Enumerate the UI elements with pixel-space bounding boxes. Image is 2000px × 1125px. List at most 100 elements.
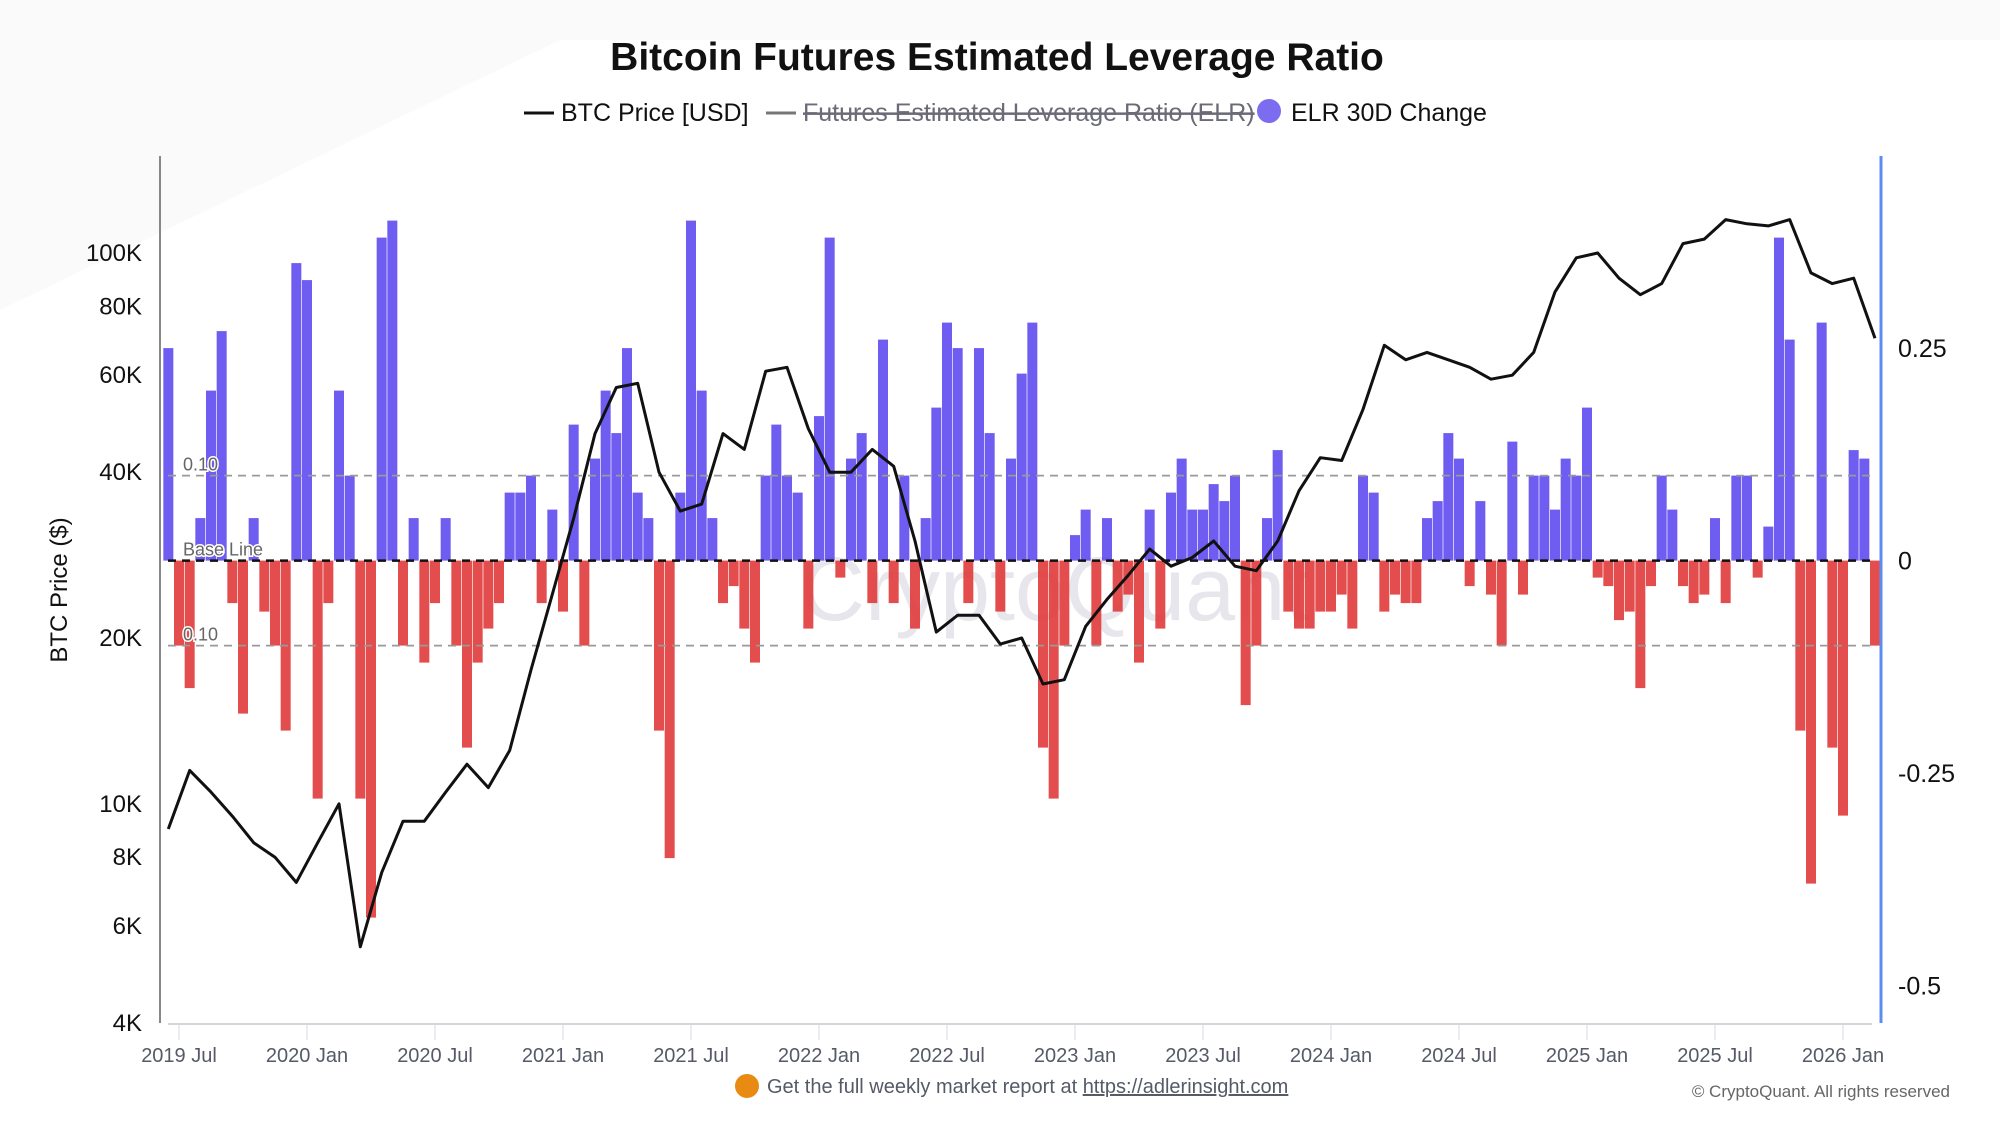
x-axis-ticks: 2019 Jul 2020 Jan 2020 Jul 2021 Jan 2021 Jul…	[141, 1025, 1884, 1067]
elr-change-bar	[1443, 433, 1454, 561]
elr-change-bar	[1048, 560, 1059, 799]
elr-change-bar	[366, 560, 376, 918]
elr-change-bar	[1838, 560, 1848, 816]
elr-change-bar	[878, 339, 888, 561]
elr-change-bar	[419, 560, 430, 663]
legend-item-elr-30d-change[interactable]: ELR 30D Change	[1257, 99, 1487, 127]
x-tick-label: 2024 Jan	[1290, 1045, 1372, 1067]
elr-change-bar	[1475, 501, 1486, 561]
elr-change-bar	[1710, 518, 1720, 561]
elr-change-bar	[1379, 560, 1390, 612]
left-tick-label: 4K	[113, 1010, 142, 1037]
elr-change-bar	[227, 560, 238, 604]
elr-change-bar	[1528, 475, 1539, 561]
elr-change-bar	[462, 560, 472, 748]
elr-change-bar	[835, 560, 846, 578]
elr-change-bar	[547, 509, 558, 561]
elr-change-bar	[590, 458, 600, 561]
elr-change-bar	[1102, 518, 1112, 561]
elr-change-bar	[1358, 475, 1368, 561]
elr-change-bar	[1624, 560, 1635, 612]
svg-text:BTC Price [USD]: BTC Price [USD]	[561, 99, 749, 127]
left-tick-label: 80K	[99, 293, 142, 320]
legend-item-elr[interactable]: Futures Estimated Leverage Ratio (ELR)	[766, 99, 1255, 127]
elr-change-bar	[1038, 560, 1048, 748]
chart-title: Bitcoin Futures Estimated Leverage Ratio	[610, 36, 1384, 79]
elr-change-bar	[963, 560, 974, 604]
elr-change-bar	[803, 560, 814, 629]
elr-change-bar	[782, 475, 792, 561]
elr-change-bar	[1507, 441, 1518, 561]
elr-change-bar	[270, 560, 280, 646]
elr-change-bar	[1827, 560, 1838, 748]
report-icon	[735, 1074, 759, 1098]
elr-change-bar	[440, 518, 451, 561]
legend: BTC Price [USD] Futures Estimated Levera…	[524, 99, 1487, 127]
elr-change-bar	[643, 518, 654, 561]
elr-change-bar	[1176, 458, 1187, 561]
elr-change-bar	[568, 424, 579, 561]
elr-change-bar	[1166, 492, 1176, 561]
right-axis-ticks: 0.25 0 -0.25 -0.5	[1898, 335, 1955, 1000]
elr-change-bar	[1240, 560, 1251, 706]
elr-change-bar	[1080, 509, 1091, 561]
elr-change-bar	[1134, 560, 1144, 663]
elr-change-bar	[1091, 560, 1102, 646]
elr-change-bar	[1859, 458, 1870, 561]
legend-dot-icon	[1257, 99, 1281, 123]
elr-change-bar	[1390, 560, 1400, 595]
reference-line-label: 0.10	[183, 455, 218, 475]
elr-change-bar	[536, 560, 547, 604]
elr-change-bar	[899, 475, 910, 561]
elr-change-bar	[920, 518, 931, 561]
elr-change-bar	[1283, 560, 1294, 612]
elr-change-bar	[1432, 501, 1443, 561]
copyright: © CryptoQuant. All rights reserved	[1692, 1082, 1950, 1101]
elr-change-bar	[888, 560, 899, 604]
elr-change-bar	[1678, 560, 1688, 587]
reference-lines: 0.10 Base Line 0.10	[168, 453, 1872, 647]
elr-change-bar	[1315, 560, 1326, 612]
elr-change-bar	[984, 433, 995, 561]
elr-change-bar	[1070, 535, 1080, 561]
elr-change-bar	[558, 560, 568, 612]
elr-change-bar	[1304, 560, 1315, 629]
elr-change-bar	[1016, 373, 1027, 561]
elr-change-bar	[718, 560, 728, 604]
background-shade	[0, 0, 2000, 310]
elr-change-bar	[1784, 339, 1795, 561]
elr-change-bar	[814, 416, 824, 561]
elr-change-bar	[1219, 501, 1230, 561]
reference-line-label: Base Line	[183, 540, 263, 560]
elr-change-bar	[1795, 560, 1806, 731]
elr-change-bar	[1518, 560, 1528, 595]
elr-change-bar	[1806, 560, 1816, 884]
elr-change-bar	[1816, 322, 1827, 561]
right-tick-label: 0.25	[1898, 335, 1947, 363]
elr-change-bar	[472, 560, 483, 663]
elr-change-bar	[1774, 237, 1784, 561]
elr-change-bar	[1582, 407, 1592, 561]
elr-change-bar	[995, 560, 1006, 612]
x-tick-label: 2023 Jan	[1034, 1045, 1116, 1067]
left-tick-label: 6K	[113, 913, 142, 940]
legend-item-btc-price[interactable]: BTC Price [USD]	[524, 99, 749, 127]
elr-change-bar	[1059, 560, 1070, 646]
elr-change-bar	[1454, 458, 1464, 561]
elr-change-bar	[1347, 560, 1358, 629]
elr-change-bar	[1486, 560, 1496, 595]
elr-change-bar	[216, 331, 227, 561]
elr-change-bar	[398, 560, 408, 646]
elr-change-bar	[1230, 475, 1240, 561]
right-tick-label: 0	[1898, 548, 1912, 576]
footer-link[interactable]: https://adlerinsight.com	[1083, 1076, 1289, 1098]
x-tick-label: 2024 Jul	[1421, 1045, 1497, 1067]
elr-change-bar	[1208, 484, 1219, 561]
elr-change-bar	[1262, 518, 1272, 561]
elr-change-bar	[1752, 560, 1763, 578]
elr-change-bar	[750, 560, 760, 663]
elr-change-bar	[1496, 560, 1507, 646]
elr-change-bar	[494, 560, 504, 604]
left-axis-ticks: 100K 80K 60K 40K 20K 10K 8K 6K 4K	[86, 240, 142, 1037]
